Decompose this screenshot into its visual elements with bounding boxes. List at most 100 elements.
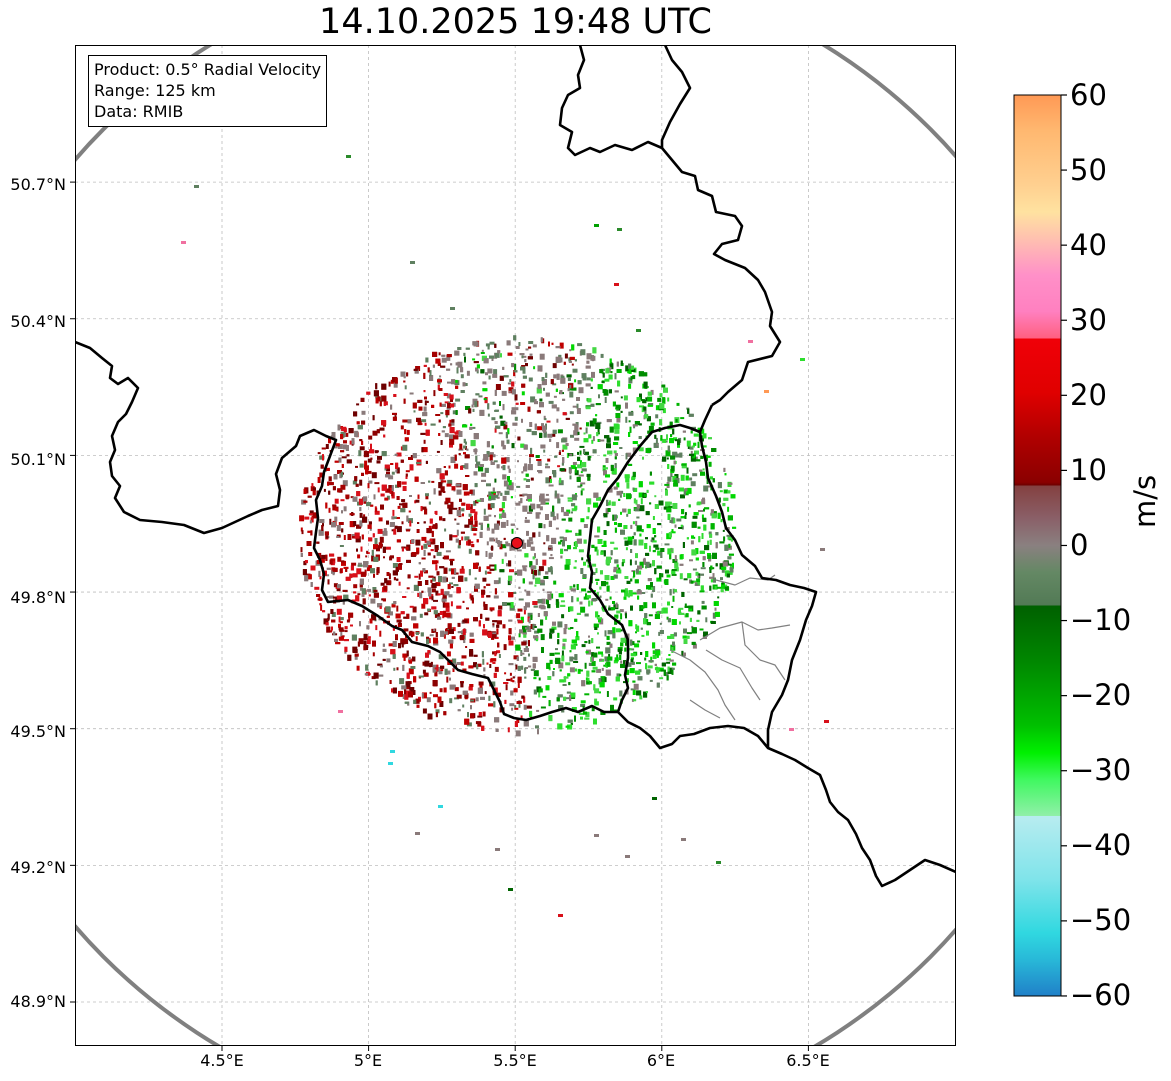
echo-cell [328, 490, 331, 495]
echo-cell [604, 378, 610, 382]
echo-cell [714, 586, 717, 589]
echo-cell [371, 549, 374, 556]
echo-cell [569, 606, 572, 612]
echo-cell [555, 346, 561, 349]
echo-cell [449, 582, 453, 585]
echo-cell [652, 642, 656, 649]
echo-cell [551, 433, 556, 437]
echo-cell [340, 471, 343, 477]
echo-cell [345, 576, 351, 581]
echo-cell [425, 580, 429, 585]
echo-cell [415, 698, 420, 704]
echo-cell [344, 639, 349, 642]
echo-cell [723, 467, 726, 472]
echo-cell [670, 634, 675, 639]
echo-cell [536, 709, 540, 712]
echo-cell [511, 389, 516, 395]
echo-cell [474, 401, 478, 408]
echo-cell [413, 584, 419, 591]
echo-cell [572, 657, 575, 660]
echo-cell [592, 449, 597, 454]
echo-cell [652, 516, 655, 520]
echo-cell [654, 434, 657, 439]
echo-cell [368, 594, 371, 597]
echo-cell [727, 506, 730, 512]
echo-cell [559, 468, 565, 472]
echo-cell [541, 423, 544, 427]
echo-cell [493, 580, 499, 585]
echo-cell [478, 522, 483, 525]
echo-cell [427, 608, 431, 612]
echo-cell [370, 598, 376, 604]
echo-cell [701, 499, 706, 505]
echo-cell [458, 431, 463, 437]
echo-cell [417, 581, 422, 586]
echo-cell [404, 689, 407, 695]
echo-cell [697, 526, 701, 529]
echo-cell [666, 457, 669, 460]
echo-cell [644, 618, 647, 625]
echo-cell [357, 564, 363, 567]
echo-cell [632, 447, 637, 453]
echo-cell [660, 552, 663, 558]
echo-cell [426, 528, 432, 533]
echo-cell [483, 674, 486, 678]
echo-cell [574, 359, 577, 362]
echo-cell [381, 451, 387, 457]
echo-cell [451, 379, 456, 385]
echo-cell [341, 456, 347, 459]
echo-cell [595, 414, 598, 417]
echo-cell [570, 644, 576, 650]
echo-cell [502, 474, 507, 480]
echo-cell [621, 589, 626, 593]
echo-cell [445, 605, 450, 612]
echo-cell [660, 435, 663, 441]
echo-cell [603, 480, 608, 483]
echo-cell [391, 471, 395, 475]
echo-cell [524, 676, 527, 679]
echo-cell [570, 511, 573, 514]
echo-cell [516, 718, 520, 723]
echo-cell [661, 662, 666, 667]
echo-cell [353, 591, 357, 594]
echo-cell [632, 680, 636, 683]
echo-cell [456, 605, 462, 609]
echo-cell [301, 530, 304, 535]
echo-cell [493, 701, 496, 708]
echo-cell [605, 669, 611, 676]
echo-cell [427, 587, 432, 593]
echo-cell [566, 509, 571, 514]
echo-cell [588, 635, 590, 638]
echo-cell [546, 420, 551, 423]
echo-cell [530, 546, 535, 551]
echo-cell [504, 490, 510, 495]
echo-cell [643, 493, 647, 497]
echo-cell [586, 360, 590, 364]
echo-cell [448, 594, 453, 598]
echo-cell [586, 473, 591, 477]
echo-cell [521, 365, 526, 367]
echo-cell [333, 583, 338, 588]
echo-cell [705, 617, 708, 623]
echo-cell [473, 562, 478, 569]
echo-cell [415, 539, 421, 546]
echo-cell [340, 617, 344, 621]
echo-cell [586, 680, 591, 685]
echo-cell [507, 382, 513, 385]
echo-cell [570, 465, 576, 470]
echo-cell [422, 708, 427, 714]
echo-cell [616, 564, 619, 568]
echo-cell [382, 530, 388, 536]
echo-cell [504, 421, 508, 424]
echo-cell [578, 474, 584, 477]
echo-cell [684, 512, 687, 516]
echo-cell [547, 604, 551, 609]
echo-cell [422, 568, 426, 573]
echo-cell [465, 406, 471, 410]
echo-cell [668, 654, 671, 656]
echo-cell [473, 433, 479, 440]
echo-cell [671, 517, 675, 524]
echo-cell [655, 437, 658, 444]
echo-cell [446, 483, 452, 487]
